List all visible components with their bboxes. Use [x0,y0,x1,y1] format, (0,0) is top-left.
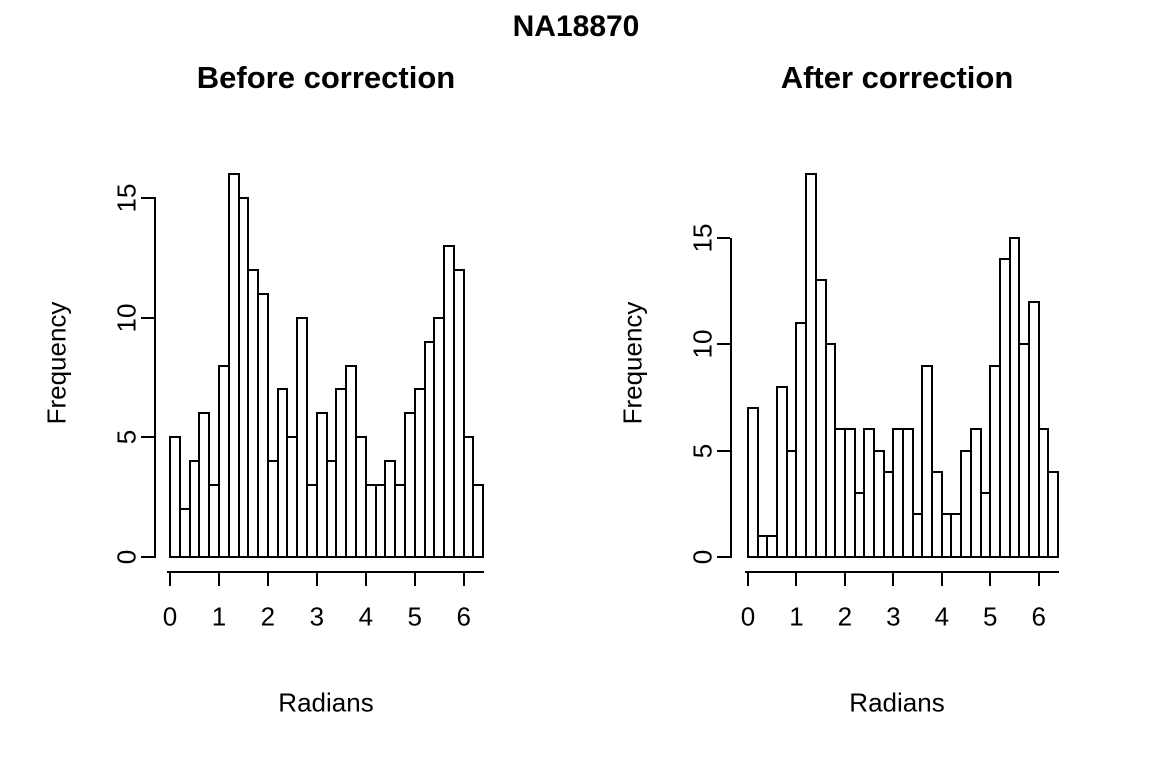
x-tick-label: 0 [740,601,756,632]
y-tick-label: 5 [687,443,718,458]
x-tick-label: 1 [211,601,227,632]
y-tick-label: 0 [111,549,142,565]
y-axis-tick [717,236,730,239]
x-axis-tick [217,573,220,586]
x-axis-tick [795,573,798,586]
x-tick-label: 3 [309,601,325,632]
y-tick-label: 15 [111,183,142,213]
histogram-bar [472,484,485,558]
histogram-bar [452,268,465,558]
x-axis-tick [315,573,318,586]
x-axis-line [167,571,485,573]
x-tick-label: 3 [886,601,901,632]
x-tick-label: 5 [407,601,422,632]
histogram-bar [747,407,759,558]
page-title: NA18870 [512,10,640,43]
y-axis-title-before: Frequency [41,301,72,425]
y-axis-title-after: Frequency [617,301,648,425]
y-axis-tick [717,343,730,346]
y-axis-tick [141,316,154,319]
histogram-bar [902,428,914,558]
plot-title-before: Before correction [196,60,456,95]
x-tick-label: 2 [837,601,853,632]
x-tick-label: 0 [162,601,178,632]
x-tick-label: 6 [456,601,471,632]
y-tick-label: 5 [111,430,142,445]
x-tick-label: 1 [789,601,804,632]
x-tick-label: 4 [934,601,950,632]
x-tick-label: 2 [260,601,276,632]
y-axis-tick [141,556,154,558]
y-tick-label: 15 [687,223,718,253]
x-axis-tick [266,573,269,586]
plot-title-after: After correction [780,60,1014,95]
x-axis-tick [413,573,416,586]
x-axis-tick [843,573,846,586]
y-axis-tick [717,556,730,558]
histogram-bar [257,292,269,558]
x-axis-title-after: Radians [849,687,945,718]
x-axis-tick [940,573,943,586]
x-axis-tick [1037,573,1040,586]
y-tick-label: 10 [111,303,142,333]
y-tick-label: 10 [687,329,718,359]
x-tick-label: 5 [983,601,998,632]
x-axis-tick [989,573,992,586]
x-axis-tick [169,573,171,586]
histogram-bar [169,436,181,558]
x-axis-tick [364,573,367,586]
histogram-bar [921,364,934,558]
x-axis-tick [892,573,895,586]
y-tick-label: 0 [687,549,718,565]
x-axis-tick [462,573,465,586]
x-tick-label: 4 [358,601,374,632]
x-tick-label: 6 [1031,601,1046,632]
histogram-bar [1047,470,1060,558]
y-axis-tick [141,196,154,199]
y-axis-line [730,238,732,558]
x-axis-line [745,571,1060,573]
y-axis-tick [141,436,154,439]
x-axis-tick [747,573,749,586]
y-axis-line [154,197,156,558]
y-axis-tick [717,449,730,452]
x-axis-title-before: Radians [278,687,374,718]
histogram-bar [296,316,309,558]
